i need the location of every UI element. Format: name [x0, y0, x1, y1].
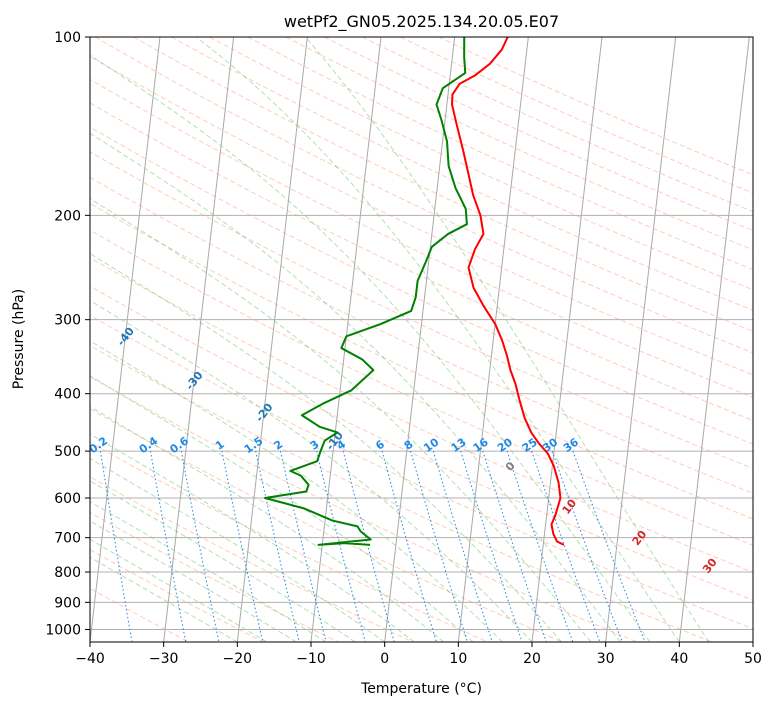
dry-adiabat [90, 176, 753, 494]
mixing-ratio-line [221, 451, 264, 642]
dry-adiabat [90, 314, 753, 630]
moist-adiabat [90, 457, 385, 642]
y-tick-label: 500 [54, 444, 81, 460]
dry-adiabat [323, 37, 753, 232]
dry-adiabat [247, 37, 753, 271]
plot-frame [89, 36, 754, 643]
x-tick-label: −10 [296, 651, 326, 667]
isotherm-line [605, 37, 677, 642]
dry-adiabat [90, 126, 753, 445]
dry-adiabat [90, 345, 712, 642]
x-tick-label: 0 [380, 651, 389, 667]
isotherm-line [678, 37, 750, 642]
dry-adiabat [90, 102, 753, 422]
y-tick-label: 900 [54, 595, 81, 611]
dry-adiabat [90, 55, 753, 376]
temperature-profile-line [451, 37, 565, 546]
moist-adiabat [90, 433, 415, 642]
moist-adiabat [90, 299, 533, 642]
dry-adiabat [90, 441, 488, 642]
x-axis: −40 −30 −20 −10 0 10 20 30 40 50 [75, 642, 762, 667]
moist-adiabat [90, 480, 356, 642]
dewpoint-profile-line [264, 37, 468, 546]
moist-adiabat [90, 197, 592, 642]
isotherm-line [384, 37, 456, 642]
x-tick-label: 50 [744, 651, 762, 667]
mixing-ratio-line [342, 450, 395, 642]
y-tick-label: 800 [54, 565, 81, 581]
mixing-ratio-line [316, 450, 366, 642]
x-tick-label: −40 [75, 651, 105, 667]
moist-adiabat [90, 132, 621, 642]
moist-adiabat [195, 37, 680, 642]
isotherm-line [90, 37, 161, 642]
dry-adiabat [90, 78, 753, 398]
moist-adiabat [90, 538, 268, 642]
y-tick-label: 100 [54, 30, 81, 46]
x-tick-label: −20 [223, 651, 253, 667]
dry-adiabat [90, 285, 753, 601]
x-tick-label: −30 [149, 651, 179, 667]
dry-adiabat [90, 257, 753, 573]
isotherm-line [531, 37, 603, 642]
x-tick-label: 10 [449, 651, 467, 667]
plot-area [90, 37, 753, 642]
x-tick-label: 20 [523, 651, 541, 667]
dry-adiabat [94, 37, 753, 354]
dry-adiabat [90, 202, 753, 520]
mixing-ratio-line [432, 450, 493, 642]
moist-adiabat [90, 556, 238, 642]
y-tick-label: 700 [54, 531, 81, 547]
dry-adiabat [171, 37, 753, 311]
mixing-ratio-line [180, 451, 220, 642]
isotherm-line [236, 37, 308, 642]
isotherm-line [457, 37, 529, 642]
dry-adiabat [400, 37, 753, 194]
y-axis: 100 200 300 400 500 600 700 800 900 1000 [45, 30, 90, 638]
y-tick-label: 600 [54, 491, 81, 507]
moist-adiabat [90, 375, 474, 642]
dry-adiabat [90, 376, 638, 642]
mixing-ratio-line [381, 450, 437, 642]
x-tick-label: 40 [670, 651, 688, 667]
x-tick-label: 30 [597, 651, 615, 667]
mixing-ratio-line [255, 450, 300, 642]
moist-adiabat [90, 54, 651, 642]
mixing-ratio-line [410, 450, 468, 642]
x-axis-label: Temperature (°C) [360, 681, 482, 697]
mixing-ratio-line [572, 450, 646, 642]
isotherm-line [163, 37, 235, 642]
y-tick-label: 400 [54, 387, 81, 403]
y-tick-label: 300 [54, 313, 81, 329]
moist-adiabat [90, 520, 297, 642]
y-tick-label: 1000 [45, 622, 81, 638]
moist-adiabat [305, 37, 710, 642]
mixing-ratio-line [460, 450, 523, 642]
y-tick-label: 200 [54, 208, 81, 224]
moist-adiabat [90, 406, 444, 642]
dry-adiabat [90, 476, 414, 642]
mixing-ratio-line [482, 450, 547, 642]
dry-adiabat [90, 511, 339, 642]
moist-adiabat [90, 253, 562, 642]
mixing-ratio-line [506, 450, 574, 642]
chart-title: wetPf2_GN05.2025.134.20.05.E07 [284, 12, 559, 32]
y-axis-label: Pressure (hPa) [11, 289, 27, 389]
